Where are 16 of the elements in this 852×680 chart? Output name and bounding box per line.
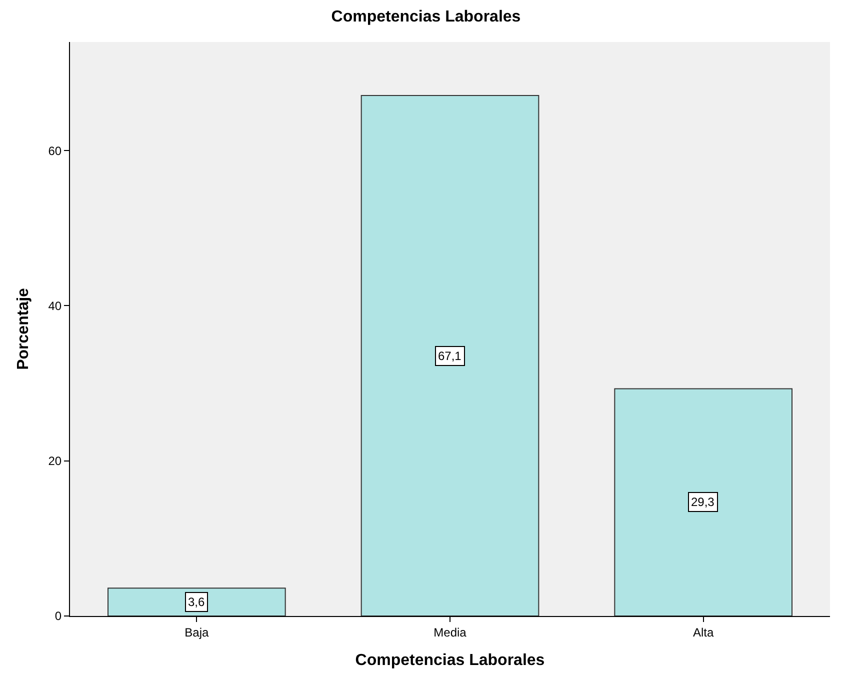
chart-title: Competencias Laborales (331, 8, 521, 26)
x-axis-title: Competencias Laborales (355, 652, 545, 670)
bar (360, 95, 540, 616)
data-label: 3,6 (188, 595, 206, 609)
x-tick-label: Baja (184, 625, 209, 640)
x-tick-label: Media (434, 625, 467, 640)
bar (614, 388, 792, 616)
y-tick-label: 20 (48, 454, 62, 468)
y-tick-label: 60 (48, 144, 62, 158)
y-tick-label: 40 (48, 298, 62, 313)
data-label: 67,1 (438, 349, 462, 363)
y-axis-title: Porcentaje (15, 288, 32, 370)
bar (108, 588, 286, 616)
y-tick-label: 0 (54, 609, 62, 624)
x-tick-label: Alta (692, 625, 714, 640)
data-label: 29,3 (691, 495, 715, 509)
